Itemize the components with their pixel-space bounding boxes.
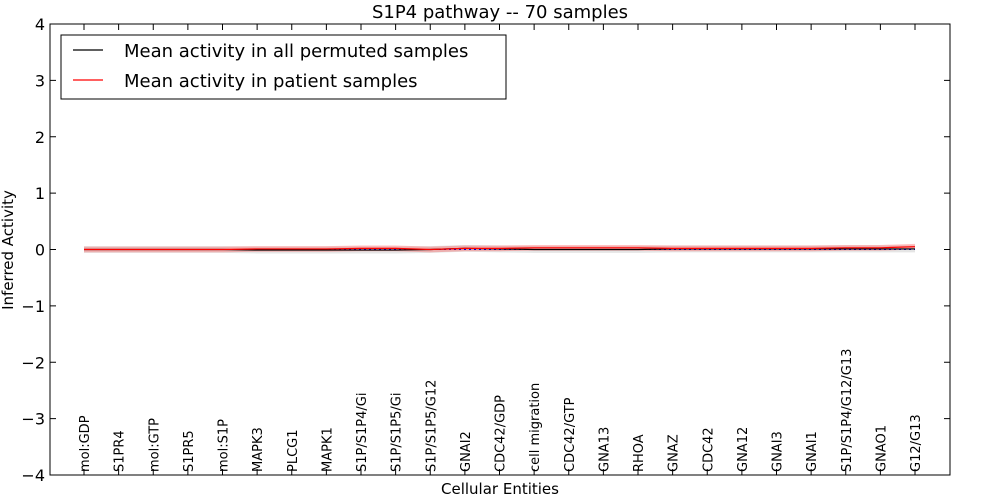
x-axis: mol:GDP S1PR4 mol:GTP S1PR5 mol:S1P MAPK3 PLCG… (78, 24, 924, 475)
x-tick-label: GNAI2 (459, 431, 474, 472)
x-tick-label: S1P/S1P4/G12/G13 (840, 349, 855, 472)
legend-box (60, 34, 507, 100)
chart-title: S1P4 pathway -- 70 samples (372, 2, 628, 23)
y-axis-label: Inferred Activity (0, 190, 17, 310)
x-tick-label: GNAI1 (805, 431, 820, 472)
series-lines (84, 246, 916, 251)
x-tick-label: MAPK1 (320, 427, 335, 472)
x-tick-label: PLCG1 (286, 429, 301, 472)
series-line-patient (84, 246, 916, 251)
x-tick-label: G12/G13 (909, 414, 924, 472)
x-tick-label: GNA12 (736, 427, 751, 472)
x-tick-label: S1P/S1P4/Gi (355, 393, 370, 472)
x-tick-label: GNAI3 (771, 431, 786, 472)
legend: Mean activity in all permuted samples Me… (60, 34, 507, 100)
y-tick-label: −2 (21, 353, 45, 372)
y-tick-label: −1 (21, 297, 45, 316)
x-tick-label: S1P/S1P5/G12 (424, 380, 439, 472)
x-tick-label: GNAZ (667, 434, 682, 472)
x-tick-label: cell migration (528, 383, 543, 472)
legend-label-patient: Mean activity in patient samples (124, 71, 418, 92)
y-tick-label: 4 (35, 15, 45, 34)
x-tick-label: mol:S1P (217, 419, 232, 472)
x-tick-label: mol:GDP (78, 415, 93, 472)
x-tick-label: MAPK3 (251, 427, 266, 472)
y-tick-label: 0 (35, 241, 45, 260)
x-tick-label: S1P/S1P5/Gi (390, 393, 405, 472)
x-tick-label: GNAO1 (874, 425, 889, 472)
x-tick-label: RHOA (632, 434, 647, 472)
x-axis-label: Cellular Entities (441, 480, 559, 498)
x-tick-label: CDC42/GDP (494, 395, 509, 472)
x-tick-label: GNA13 (597, 427, 612, 472)
x-tick-label: mol:GTP (147, 418, 162, 472)
y-tick-label: −3 (21, 410, 45, 429)
x-tick-label: S1PR5 (182, 430, 197, 472)
x-tick-label: CDC42 (701, 427, 716, 472)
y-tick-label: 1 (35, 184, 45, 203)
y-tick-label: −4 (21, 466, 45, 485)
y-tick-label: 2 (35, 128, 45, 147)
legend-label-permuted: Mean activity in all permuted samples (124, 41, 468, 62)
y-tick-label: 3 (35, 71, 45, 90)
x-tick-label: S1PR4 (113, 430, 128, 472)
x-tick-label: CDC42/GTP (563, 397, 578, 472)
y-axis: 4 3 2 1 0 −1 −2 −3 −4 (21, 15, 950, 485)
